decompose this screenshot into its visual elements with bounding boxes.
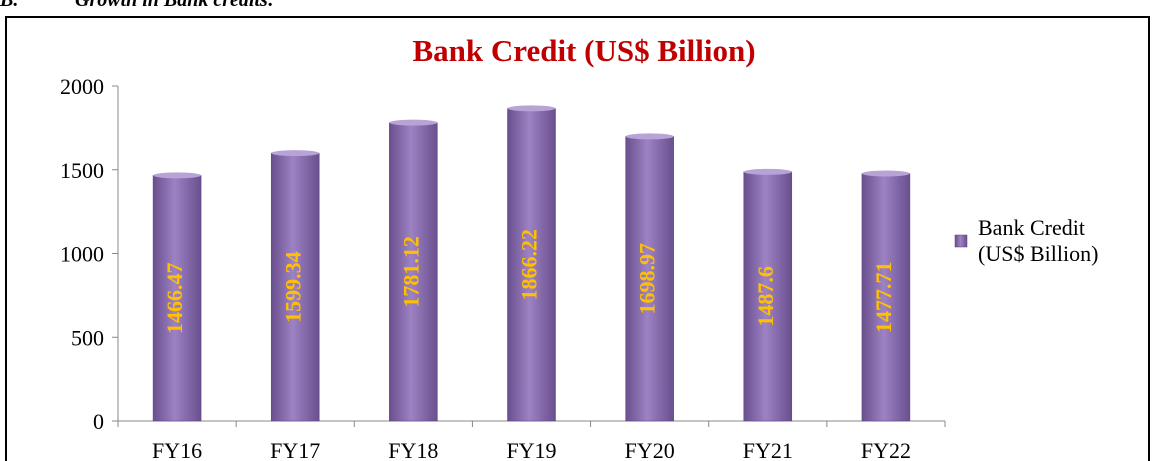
bar-top xyxy=(507,105,556,112)
bar xyxy=(625,136,674,422)
x-tick-label: FY19 xyxy=(506,438,556,461)
bar-top xyxy=(743,168,792,175)
y-tick-label: 500 xyxy=(71,325,104,350)
x-tick-label: FY16 xyxy=(152,438,202,461)
chart-title: Bank Credit (US$ Billion) xyxy=(412,33,755,68)
bar-top xyxy=(625,133,674,140)
bar xyxy=(861,173,911,422)
data-label: 1599.34 xyxy=(280,251,305,323)
header-number: B. xyxy=(0,0,18,11)
y-tick-label: 1500 xyxy=(60,158,104,183)
bar-top xyxy=(389,119,438,126)
x-tick-label: FY20 xyxy=(625,438,675,461)
x-tick-label: FY17 xyxy=(270,438,320,461)
y-tick-label: 1000 xyxy=(60,242,104,267)
legend-label: Bank Credit (US$ Billion) xyxy=(978,215,1099,266)
bar-top xyxy=(271,150,320,157)
x-tick-label: FY21 xyxy=(743,438,793,461)
data-label: 1466.47 xyxy=(162,262,187,334)
y-tick-label: 2000 xyxy=(60,74,104,99)
chart-frame xyxy=(5,16,1150,461)
data-label: 1698.97 xyxy=(635,243,660,315)
bar xyxy=(152,175,202,422)
bar xyxy=(743,171,793,422)
data-label: 1487.6 xyxy=(753,266,778,327)
data-label: 1477.71 xyxy=(871,261,896,333)
y-tick-label: 0 xyxy=(93,409,104,434)
x-tick-label: FY22 xyxy=(861,438,911,461)
data-label: 1866.22 xyxy=(517,229,542,301)
bar xyxy=(507,108,556,422)
data-label: 1781.12 xyxy=(398,236,423,308)
header-text: Growth in Bank credits: xyxy=(75,0,274,11)
bar-top xyxy=(861,170,910,177)
bar xyxy=(270,152,320,422)
bar xyxy=(389,122,438,422)
x-tick-label: FY18 xyxy=(388,438,438,461)
legend-swatch xyxy=(954,234,968,248)
bar-top xyxy=(153,172,202,179)
